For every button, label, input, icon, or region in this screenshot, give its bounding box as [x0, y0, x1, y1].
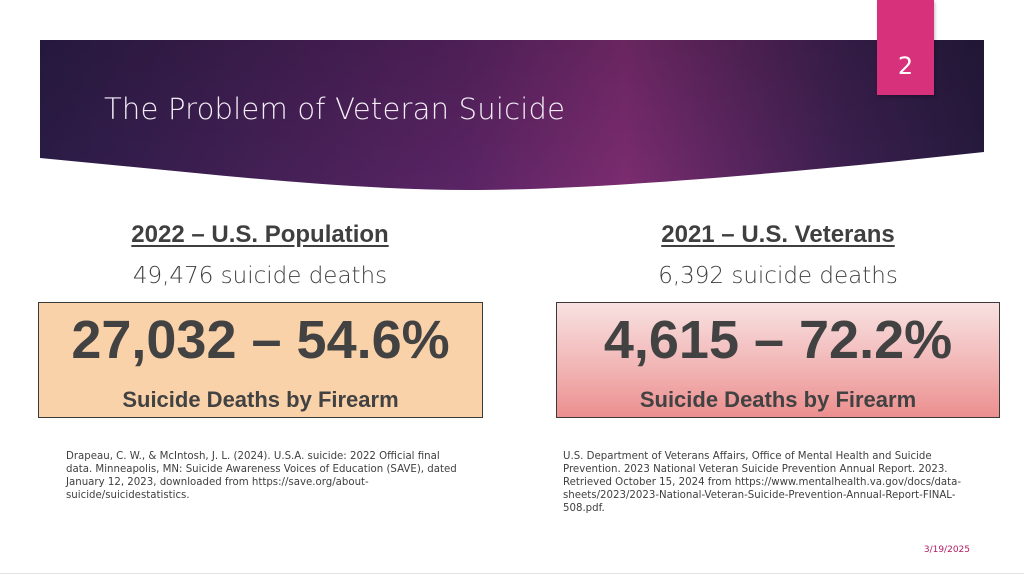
right-stat-label: Suicide Deaths by Firearm — [639, 387, 917, 412]
slide-title: The Problem of Veteran Suicide — [104, 92, 566, 126]
right-column-heading: 2021 – U.S. Veterans — [661, 221, 895, 248]
left-stat-box: 27,032 – 54.6% Suicide Deaths by Firearm — [38, 302, 483, 418]
right-citation: U.S. Department of Veterans Affairs, Off… — [563, 451, 962, 514]
page-number-tab: 2 — [877, 0, 934, 95]
page-number: 2 — [897, 52, 914, 80]
left-column-heading: 2022 – U.S. Population — [131, 221, 389, 248]
left-stat-value: 27,032 – 54.6% — [71, 310, 450, 370]
slide-date: 3/19/2025 — [923, 545, 970, 555]
right-column-subheading: 6,392 suicide deaths — [658, 263, 898, 289]
banner-background — [40, 40, 984, 190]
bottom-divider — [0, 573, 1024, 574]
right-stat-value: 4,615 – 72.2% — [603, 310, 953, 370]
right-stat-box: 4,615 – 72.2% Suicide Deaths by Firearm — [556, 302, 1000, 418]
left-citation: Drapeau, C. W., & McIntosh, J. L. (2024)… — [66, 451, 457, 501]
left-stat-label: Suicide Deaths by Firearm — [122, 387, 399, 412]
left-column-subheading: 49,476 suicide deaths — [132, 263, 388, 289]
title-banner — [40, 40, 984, 190]
